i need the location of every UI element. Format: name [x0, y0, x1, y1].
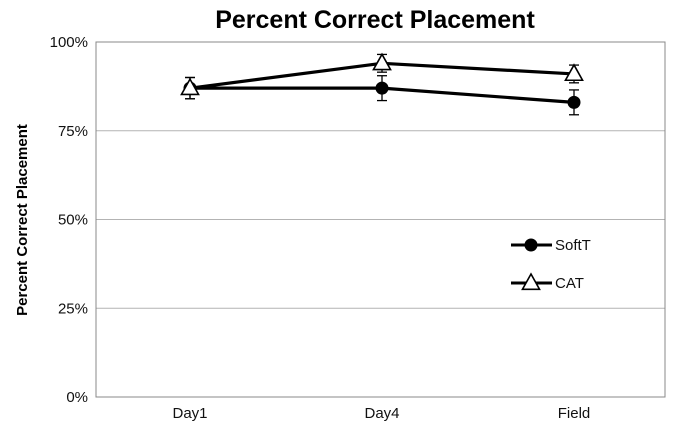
plot-area-frame — [95, 41, 666, 398]
series — [180, 52, 584, 116]
data-point — [375, 81, 389, 95]
y-tick-labels: 0% 25% 50% 75% 100% — [50, 34, 88, 406]
legend-label: CAT — [555, 275, 584, 292]
x-tick-label: Day1 — [172, 405, 207, 422]
chart-title: Percent Correct Placement — [215, 6, 535, 34]
gridlines — [96, 130, 665, 309]
series-softt — [183, 75, 581, 116]
legend-label: SoftT — [555, 237, 591, 254]
y-tick-label: 25% — [58, 300, 88, 317]
y-tick-label: 75% — [58, 123, 88, 140]
data-point — [567, 95, 581, 109]
y-tick-label: 100% — [50, 34, 88, 51]
legend-marker — [524, 238, 538, 252]
series-cat — [180, 52, 584, 100]
legend-marker — [521, 272, 541, 291]
data-point — [180, 77, 200, 96]
y-axis-label: Percent Correct Placement — [14, 124, 31, 316]
data-point — [372, 52, 392, 71]
legend: SoftT CAT — [511, 237, 591, 292]
x-tick-label: Day4 — [364, 405, 399, 422]
x-tick-labels: Day1 Day4 Field — [172, 405, 590, 422]
y-tick-label: 50% — [58, 212, 88, 229]
y-tick-label: 0% — [66, 389, 88, 406]
legend-item-cat: CAT — [511, 272, 584, 292]
data-point — [564, 63, 584, 82]
x-tick-label: Field — [558, 405, 591, 422]
legend-item-softt: SoftT — [511, 237, 591, 254]
